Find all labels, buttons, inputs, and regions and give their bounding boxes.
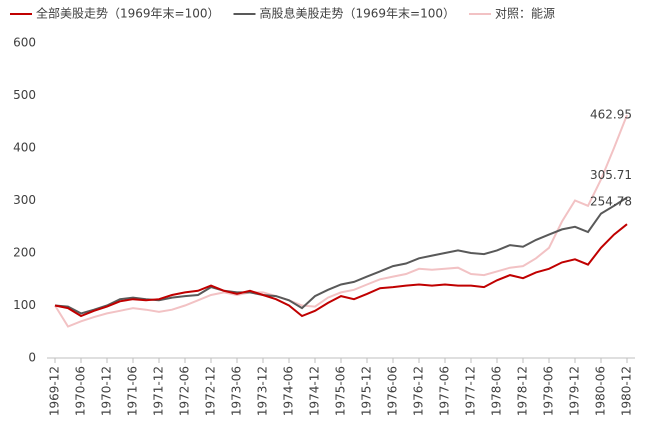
x-tick-label: 1976-06 [386, 366, 400, 416]
x-tick-label: 1973-06 [230, 366, 244, 416]
x-tick-label: 1971-06 [126, 366, 140, 416]
x-tick-label: 1973-12 [256, 366, 270, 416]
series-line [54, 223, 628, 318]
y-tick-label: 600 [13, 36, 36, 50]
value-label: 462.95 [590, 107, 632, 121]
x-tick-label: 1976-12 [412, 366, 426, 416]
y-tick-label: 0 [28, 351, 36, 365]
legend-label: 对照：能源 [495, 7, 555, 21]
x-tick-label: 1974-06 [282, 366, 296, 416]
y-tick-label: 100 [13, 298, 36, 312]
x-tick-label: 1980-12 [620, 366, 634, 416]
x-tick-label: 1971-12 [152, 366, 166, 416]
legend-label: 全部美股走势（1969年末=100） [36, 6, 220, 21]
x-tick-label: 1972-06 [178, 366, 192, 416]
x-tick-label: 1978-06 [490, 366, 504, 416]
y-tick-label: 500 [13, 88, 36, 102]
x-tick-label: 1979-06 [542, 366, 556, 416]
x-tick-label: 1980-06 [594, 366, 608, 416]
x-tick-label: 1977-06 [438, 366, 452, 416]
value-label: 254.78 [590, 195, 632, 209]
y-tick-label: 400 [13, 141, 36, 155]
y-tick-label: 200 [13, 246, 36, 260]
legend-label: 高股息美股走势（1969年末=100） [260, 6, 456, 21]
x-tick-label: 1974-12 [308, 366, 322, 416]
x-tick-label: 1970-12 [100, 366, 114, 416]
x-tick-label: 1979-12 [568, 366, 582, 416]
x-tick-label: 1969-12 [48, 366, 62, 416]
x-tick-label: 1970-06 [74, 366, 88, 416]
x-tick-label: 1978-12 [516, 366, 530, 416]
x-tick-label: 1972-12 [204, 366, 218, 416]
x-tick-label: 1977-12 [464, 366, 478, 416]
y-tick-label: 300 [13, 193, 36, 207]
x-tick-label: 1975-06 [334, 366, 348, 416]
value-label: 305.71 [590, 168, 632, 182]
series-line [54, 114, 628, 328]
x-tick-label: 1975-12 [360, 366, 374, 416]
